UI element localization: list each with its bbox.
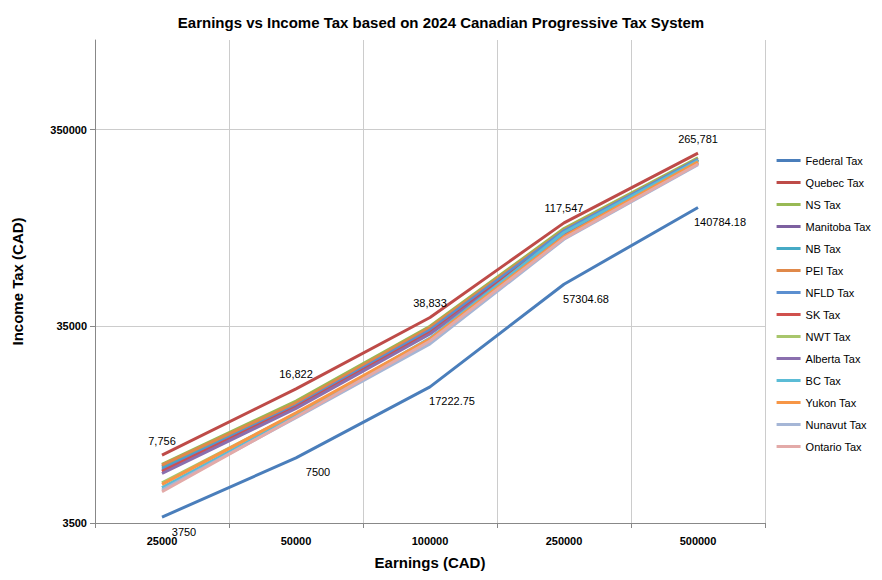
- svg-text:BC Tax: BC Tax: [806, 375, 842, 387]
- svg-text:NB Tax: NB Tax: [806, 243, 842, 255]
- svg-text:50000: 50000: [281, 535, 312, 547]
- svg-text:SK Tax: SK Tax: [806, 309, 841, 321]
- svg-text:3500: 3500: [63, 517, 87, 529]
- svg-text:Manitoba Tax: Manitoba Tax: [806, 221, 872, 233]
- svg-text:NWT Tax: NWT Tax: [806, 331, 851, 343]
- svg-text:PEI Tax: PEI Tax: [806, 265, 844, 277]
- svg-text:Yukon Tax: Yukon Tax: [806, 397, 857, 409]
- svg-text:Quebec Tax: Quebec Tax: [806, 177, 865, 189]
- svg-text:3750: 3750: [172, 526, 196, 538]
- svg-text:Ontario Tax: Ontario Tax: [806, 441, 863, 453]
- svg-text:140784.18: 140784.18: [694, 216, 746, 228]
- svg-text:NFLD Tax: NFLD Tax: [806, 287, 855, 299]
- svg-text:38,833: 38,833: [413, 297, 447, 309]
- svg-text:500000: 500000: [680, 535, 717, 547]
- svg-text:16,822: 16,822: [279, 368, 313, 380]
- svg-text:265,781: 265,781: [678, 133, 718, 145]
- svg-text:Earnings (CAD): Earnings (CAD): [375, 554, 486, 571]
- svg-text:Nunavut Tax: Nunavut Tax: [806, 419, 867, 431]
- svg-text:Alberta Tax: Alberta Tax: [806, 353, 861, 365]
- svg-text:17222.75: 17222.75: [429, 395, 475, 407]
- svg-text:Federal Tax: Federal Tax: [806, 155, 864, 167]
- svg-text:7,756: 7,756: [148, 435, 176, 447]
- svg-text:NS Tax: NS Tax: [806, 199, 842, 211]
- svg-text:Earnings vs Income Tax based o: Earnings vs Income Tax based on 2024 Can…: [178, 14, 704, 31]
- svg-text:25000: 25000: [146, 534, 178, 547]
- svg-text:100000: 100000: [412, 535, 449, 547]
- svg-text:57304.68: 57304.68: [563, 293, 609, 305]
- svg-text:117,547: 117,547: [545, 202, 584, 214]
- svg-text:250000: 250000: [546, 535, 583, 547]
- svg-text:350000: 350000: [50, 124, 87, 136]
- svg-text:Income Tax (CAD): Income Tax (CAD): [9, 217, 26, 345]
- svg-text:35000: 35000: [56, 320, 87, 332]
- svg-text:7500: 7500: [306, 466, 330, 478]
